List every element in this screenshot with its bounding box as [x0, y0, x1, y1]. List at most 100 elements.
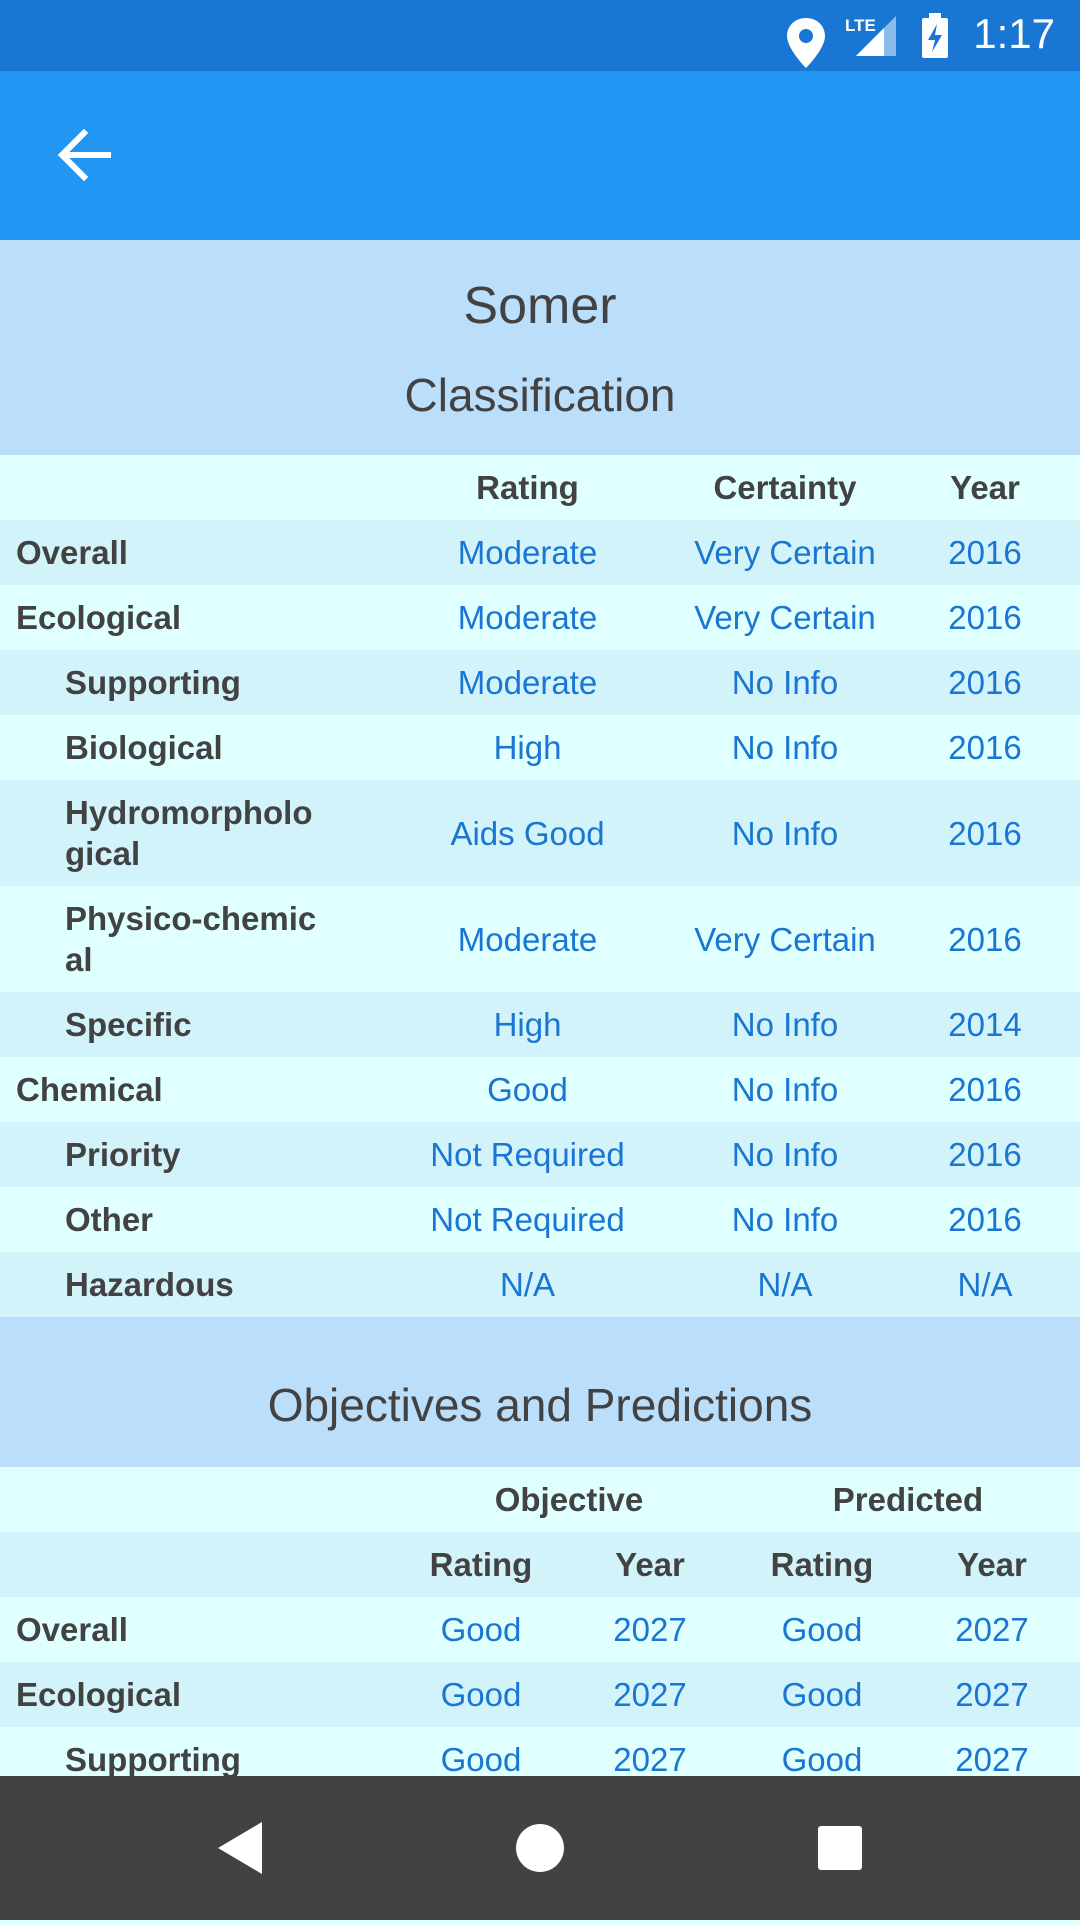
back-button[interactable]	[30, 71, 150, 240]
value-cell: 2016	[948, 664, 1022, 701]
value-cell: N/A	[499, 1266, 555, 1303]
row-label: Biological	[65, 729, 223, 766]
value-cell: Moderate	[457, 920, 598, 958]
status-bar: LTE 1:17	[0, 0, 1080, 71]
objectives-row: Supporting Good 2027 Good 2027	[0, 1727, 1080, 1776]
clock: 1:17	[973, 10, 1055, 57]
value-cell: Good	[781, 1611, 863, 1648]
value-cell: Moderate	[457, 599, 598, 636]
status-icons: LTE 1:17	[787, 10, 1055, 68]
location-icon	[787, 18, 825, 68]
value-cell: 2016	[948, 1136, 1022, 1173]
value-cell: 2016	[948, 534, 1022, 571]
value-cell: Moderate	[457, 664, 598, 701]
classification-row: Ecological Moderate Very Certain 2016	[0, 585, 1080, 650]
nav-icons	[218, 1822, 862, 1874]
value-cell: High	[493, 1006, 562, 1043]
value-cell: Good	[440, 1741, 522, 1776]
row-label: Ecological	[16, 1676, 182, 1713]
row-label: Overall	[16, 534, 128, 571]
value-cell: Very Certain	[694, 920, 876, 958]
column-header: Year	[957, 1546, 1027, 1583]
row-label: Overall	[16, 1611, 128, 1648]
classification-row: Specific High No Info 2014	[0, 992, 1080, 1057]
value-cell: No Info	[731, 1201, 839, 1238]
value-cell: Good	[440, 1676, 522, 1713]
value-cell: 2027	[955, 1611, 1029, 1648]
value-cell: 2016	[948, 1201, 1022, 1238]
value-cell: 2016	[948, 729, 1022, 766]
label-cell	[0, 1553, 400, 1577]
row-label: Chemical	[16, 1071, 163, 1108]
column-header: Rating	[770, 1546, 874, 1583]
row-label: Supporting	[65, 1741, 241, 1776]
value-cell: No Info	[731, 814, 839, 852]
value-cell: N/A	[957, 1266, 1013, 1303]
row-label: Supporting	[65, 664, 241, 701]
row-label: Hydromorphological	[65, 794, 313, 872]
objectives-row: Overall Good 2027 Good 2027	[0, 1597, 1080, 1662]
classification-row: Priority Not Required No Info 2016	[0, 1122, 1080, 1187]
value-cell: Good	[440, 1611, 522, 1648]
value-cell: 2027	[613, 1676, 687, 1713]
table-header-row: Rating Certainty Year	[0, 455, 1080, 520]
value-cell: Very Certain	[694, 599, 876, 636]
section-title: Classification	[404, 369, 676, 421]
classification-row: Supporting Moderate No Info 2016	[0, 650, 1080, 715]
table-header-row: Rating Year Rating Year	[0, 1532, 1080, 1597]
value-cell: No Info	[731, 664, 839, 701]
value-cell: N/A	[757, 1266, 813, 1303]
back-arrow	[57, 128, 111, 182]
app-bar	[0, 71, 1080, 240]
group-header-row: Objective Predicted	[0, 1467, 1080, 1532]
signal-fill	[856, 28, 884, 56]
value-cell: Good	[487, 1071, 568, 1108]
value-cell: 2027	[613, 1741, 687, 1776]
nav-back[interactable]	[218, 1822, 262, 1874]
row-label: Ecological	[16, 599, 182, 636]
navigation-bar	[0, 1776, 1080, 1920]
value-cell: Very Certain	[694, 534, 876, 571]
nav-recents[interactable]	[818, 1826, 862, 1870]
value-cell: 2016	[948, 599, 1022, 636]
battery-tip	[929, 13, 941, 19]
objectives-row: Ecological Good 2027 Good 2027	[0, 1662, 1080, 1727]
value-cell: 2016	[948, 920, 1022, 958]
column-header: Rating	[429, 1546, 533, 1583]
value-cell: Not Required	[430, 1201, 625, 1238]
value-cell: 2027	[955, 1676, 1029, 1713]
classification-row: Hazardous N/A N/A N/A	[0, 1252, 1080, 1317]
column-header: Year	[950, 469, 1020, 506]
classification-row: Chemical Good No Info 2016	[0, 1057, 1080, 1122]
classification-row: Overall Moderate Very Certain 2016	[0, 520, 1080, 585]
classification-row: Physico-chemical Moderate Very Certain 2016	[0, 886, 1080, 992]
row-label: Specific	[65, 1006, 192, 1043]
value-cell: 2027	[955, 1741, 1029, 1776]
value-cell: Good	[781, 1741, 863, 1776]
row-label: Priority	[65, 1136, 181, 1173]
value-cell: Aids Good	[450, 814, 605, 852]
detail-content: Somer Classification Rating Certainty Year Ov…	[0, 240, 1080, 1776]
nav-home[interactable]	[516, 1824, 564, 1872]
value-cell: Moderate	[457, 534, 598, 571]
network-label: LTE	[845, 16, 876, 35]
classification-row: Biological High No Info 2016	[0, 715, 1080, 780]
value-cell: No Info	[731, 1136, 839, 1173]
page-title: Somer	[463, 277, 617, 335]
value-cell: 2027	[613, 1611, 687, 1648]
section-title: Objectives and Predictions	[267, 1379, 813, 1431]
charging-bolt	[928, 24, 942, 52]
label-cell	[0, 1488, 400, 1512]
column-header: Rating	[476, 469, 579, 506]
value-cell: Not Required	[430, 1136, 625, 1173]
classification-row: Other Not Required No Info 2016	[0, 1187, 1080, 1252]
column-header: Certainty	[713, 469, 857, 506]
value-cell: 2016	[948, 1071, 1022, 1108]
row-label: Other	[65, 1201, 154, 1238]
value-cell: Good	[781, 1676, 863, 1713]
value-cell: 2016	[948, 814, 1022, 852]
group-header: Predicted	[832, 1481, 984, 1518]
classification-row: Hydromorphological Aids Good No Info 2016	[0, 780, 1080, 886]
page-header: Somer Classification	[0, 240, 1080, 455]
